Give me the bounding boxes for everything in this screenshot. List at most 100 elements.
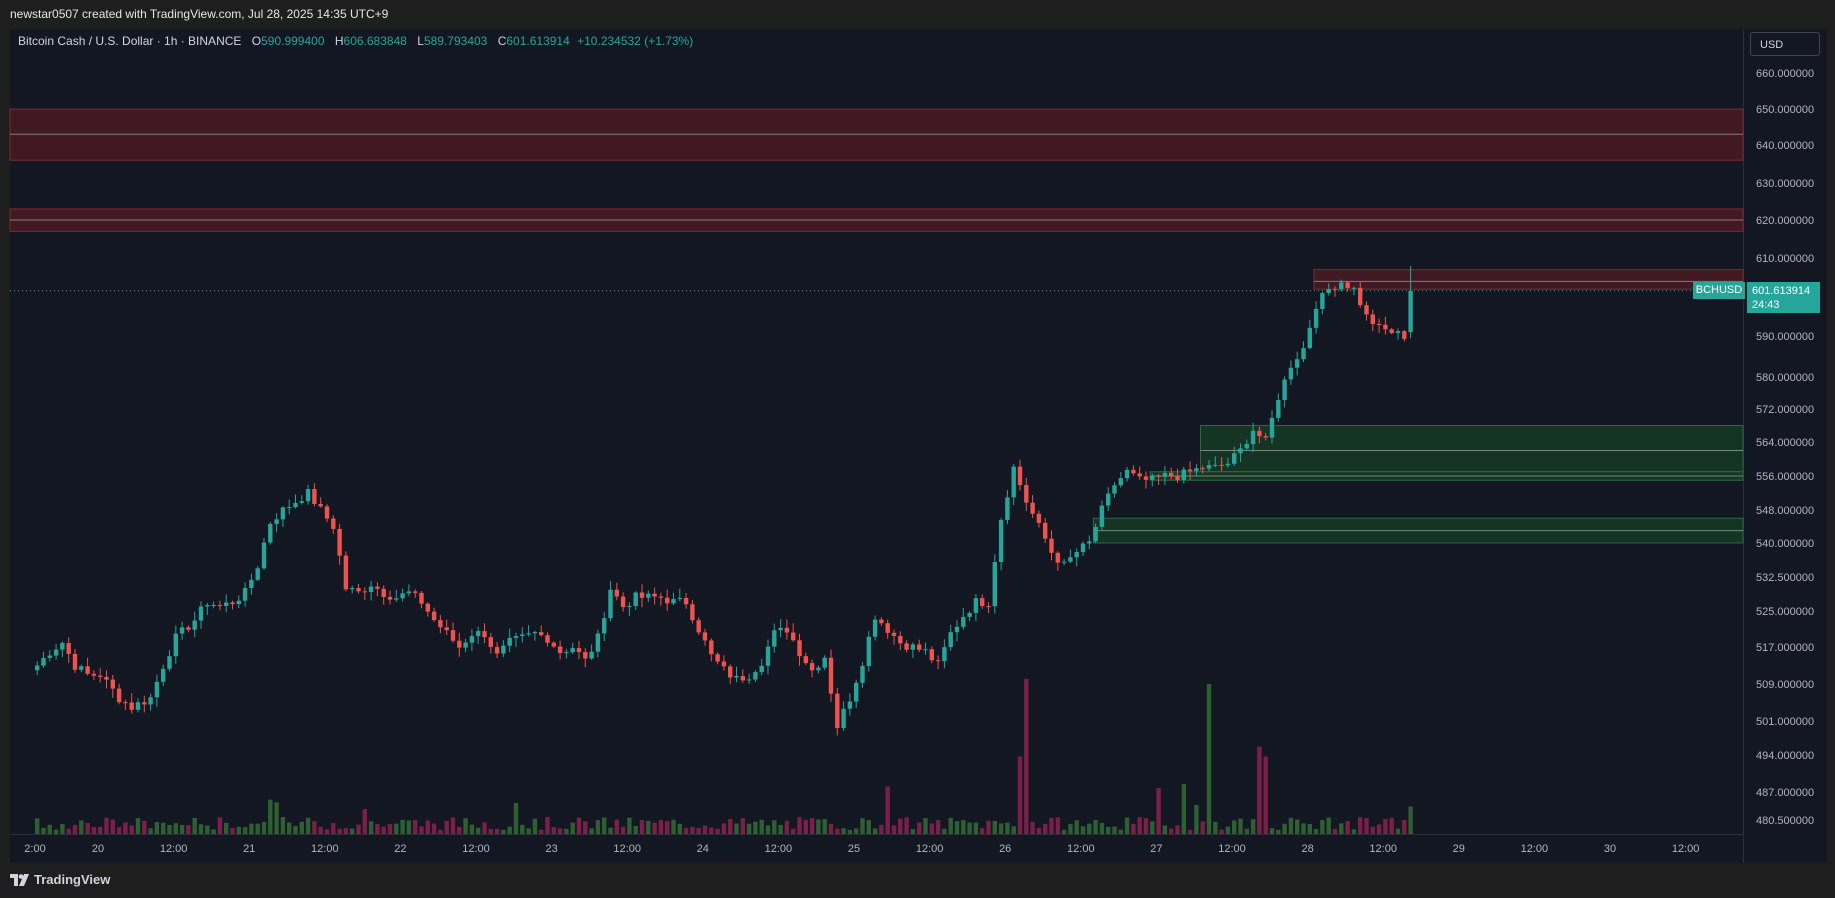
candle-up [1408,290,1413,333]
volume-bar [116,827,122,834]
time-tick-label: 28 [1301,843,1313,855]
volume-bar [513,803,519,834]
volume-bar [658,820,664,834]
volume-bar [746,823,752,834]
time-tick-label: 22 [394,843,406,855]
candle-up [1061,561,1067,563]
volume-bar [677,823,682,834]
candle-up [261,542,267,569]
candle-up [646,593,651,598]
candle-down [116,688,122,703]
candle-up [1011,466,1016,498]
candle-up [211,605,216,607]
candle-up [910,644,916,650]
candle-up [872,619,878,637]
candle-down [879,619,884,624]
currency-button[interactable]: USD [1750,32,1820,56]
candle-up [1106,493,1111,506]
time-axis[interactable] [10,834,1743,864]
candle-up [1238,448,1243,454]
volume-bar [967,822,972,834]
candle-up [1351,287,1357,289]
volume-bar [211,829,216,834]
time-tick-label: 20 [92,843,104,855]
volume-bar [841,828,846,834]
candle-up [1074,552,1079,558]
candle-up [753,672,758,680]
volume-bar [1358,817,1363,834]
candle-up [1232,453,1237,464]
candle-up [1320,293,1325,309]
volume-bar [539,829,544,834]
candle-up [1326,289,1331,294]
volume-bar [217,817,223,834]
candle-up [1181,469,1186,480]
candle-down [91,673,97,676]
volume-bar [1106,826,1111,834]
volume-bar [980,828,985,834]
candle-up [816,667,821,671]
volume-bar [476,827,481,834]
candle-up [350,588,355,590]
candle-up [1276,400,1281,418]
tradingview-brand[interactable]: TradingView [10,872,110,887]
price-tick-label: 590.000000 [1756,331,1814,343]
volume-bar [551,827,556,834]
volume-bar [394,823,399,834]
volume-bar [1301,823,1306,834]
price-tick-label: 517.000000 [1756,642,1814,654]
volume-bar [249,823,254,834]
volume-bar [1282,823,1287,834]
time-tick-label: 2:00 [24,843,45,855]
volume-bar [583,821,588,834]
time-tick-label: 26 [999,843,1011,855]
candle-up [772,630,777,647]
candle-down [1376,324,1382,326]
candle-down [217,605,223,607]
candle-down [1055,552,1060,563]
price-axis[interactable] [1743,29,1827,863]
candle-down [545,635,550,643]
volume-bar [47,824,52,834]
high-value: 606.683848 [343,34,407,48]
candle-up [287,507,292,509]
candle-up [299,501,304,503]
volume-bar [205,825,210,834]
volume-bar [41,827,46,834]
time-tick-label: 23 [545,843,557,855]
volume-bar [91,826,97,834]
volume-bar [797,817,802,834]
volume-bar [1137,817,1142,834]
candle-up [589,651,594,659]
candle-up [570,648,575,653]
volume-bar [570,822,575,834]
candle-up [1099,505,1105,527]
candle-down [1137,473,1142,477]
volume-bar [910,829,916,834]
candle-down [230,602,235,605]
volume-bar [721,823,727,834]
candle-down [891,632,897,636]
volume-bar [998,823,1004,834]
volume-bar [161,822,166,834]
candle-down [620,596,626,608]
candle-down [438,620,443,628]
volume-bar [1181,784,1186,834]
volume-bar [154,822,160,834]
volume-bar [381,826,386,834]
candle-up [602,618,607,634]
volume-bar [268,799,273,834]
candle-up [154,681,160,698]
time-tick-label: 12:00 [462,843,490,855]
volume-bar [324,829,330,834]
candle-up [595,633,601,652]
candle-down [482,631,487,638]
volume-bar [488,828,493,834]
volume-bar [1055,817,1060,834]
volume-bar [148,828,153,834]
candle-up [1162,472,1168,477]
volume-bar [1257,746,1262,834]
candle-down [709,640,714,655]
volume-bar [1024,679,1029,834]
